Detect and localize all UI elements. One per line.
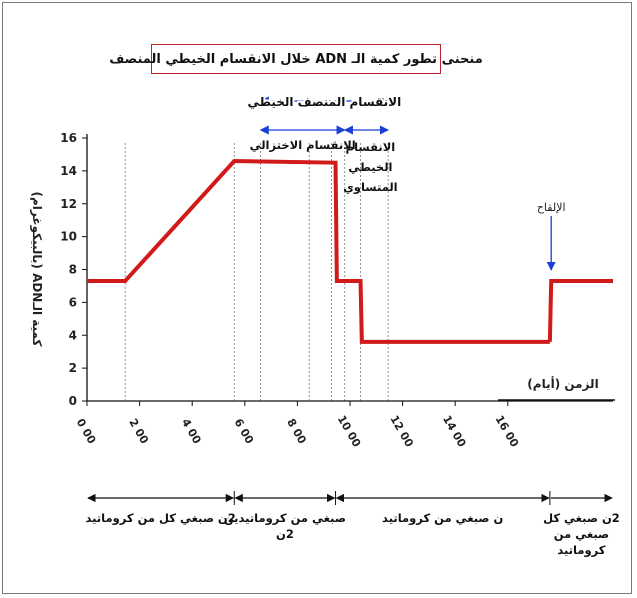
fertilization-label: الإلقاح xyxy=(537,201,566,214)
x-tick-label: 12 00 xyxy=(387,413,416,450)
y-tick-label: 14 xyxy=(60,164,77,178)
adn-series-line xyxy=(547,279,613,342)
y-tick-label: 8 xyxy=(69,263,77,277)
phase-label: 2ن صبغي كل من كروماتيد xyxy=(85,511,235,526)
phase-label: صبغي من كروماتيدين xyxy=(224,511,346,526)
x-tick-label: 6 00 xyxy=(232,416,257,446)
x-axis-label: الزمن (أيام) xyxy=(527,376,598,392)
x-tick-label: 14 00 xyxy=(440,413,469,450)
meiosis-label: الانقسام المنصف الخيطي xyxy=(247,95,401,110)
x-tick-label: 0 00 xyxy=(74,416,99,446)
y-tick-label: 10 xyxy=(60,230,77,244)
equational-label-line: المتساوي xyxy=(343,180,397,195)
x-tick-label: 4 00 xyxy=(179,416,204,446)
y-tick-label: 4 xyxy=(69,328,77,342)
phase-label-line3: كروماتيد xyxy=(557,543,605,558)
y-tick-label: 0 xyxy=(69,394,77,408)
y-tick-label: 12 xyxy=(60,197,77,211)
x-tick-label: 10 00 xyxy=(335,413,364,450)
y-tick-label: 16 xyxy=(60,131,77,145)
adn-series-line xyxy=(87,158,550,344)
x-tick-label: 2 00 xyxy=(126,416,151,446)
phase-label-line2: صبغي من xyxy=(554,527,609,541)
y-tick-label: 6 xyxy=(69,295,77,309)
adn-chart: 0 2 4 6 8 10 12 14 16 0 00 2 00 4 00 6 00 8 00 10 00 12… xyxy=(29,93,620,558)
figure-frame: منحنى تطور كمية الـ ADN خلال الانقسام ال… xyxy=(2,2,632,594)
reductional-label: الانقسام الاختزالي xyxy=(250,138,356,152)
equational-label-line: الخيطي xyxy=(348,160,392,174)
phase-label-line2: 2ن xyxy=(276,527,294,541)
x-tick-label: 8 00 xyxy=(284,416,309,446)
y-tick-label: 2 xyxy=(69,361,77,375)
phase-label: 2ن صبغي كل xyxy=(543,511,620,525)
x-tick-label: 16 00 xyxy=(493,413,522,450)
equational-label-line: الانقسام xyxy=(346,140,396,154)
y-axis-label: كمية الـADN (بالبيكوغرام) xyxy=(29,192,44,347)
phase-label: ن صبغي من كروماتيد xyxy=(382,511,503,526)
